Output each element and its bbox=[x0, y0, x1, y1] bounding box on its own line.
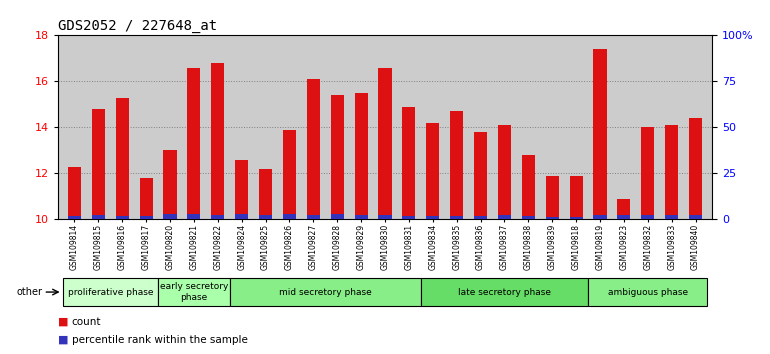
Bar bbox=[229, 278, 421, 306]
Bar bbox=[421, 278, 588, 306]
Text: count: count bbox=[72, 317, 101, 327]
Bar bbox=[474, 132, 487, 219]
Text: other: other bbox=[16, 287, 42, 297]
Bar bbox=[283, 215, 296, 219]
Bar bbox=[283, 130, 296, 219]
Bar bbox=[378, 215, 392, 219]
Bar bbox=[522, 216, 535, 219]
Bar bbox=[306, 215, 320, 219]
Bar bbox=[139, 216, 152, 219]
Bar bbox=[689, 215, 702, 219]
Bar bbox=[450, 216, 464, 219]
Bar bbox=[259, 169, 272, 219]
Text: percentile rank within the sample: percentile rank within the sample bbox=[72, 335, 247, 345]
Text: mid secretory phase: mid secretory phase bbox=[279, 287, 372, 297]
Bar bbox=[450, 111, 464, 219]
Text: early secretory
phase: early secretory phase bbox=[159, 282, 228, 302]
Bar bbox=[594, 49, 607, 219]
Bar bbox=[187, 68, 200, 219]
Bar bbox=[546, 217, 559, 219]
Bar bbox=[689, 118, 702, 219]
Bar bbox=[68, 216, 81, 219]
Bar bbox=[641, 215, 654, 219]
Bar bbox=[474, 216, 487, 219]
Bar bbox=[163, 215, 176, 219]
Bar bbox=[306, 79, 320, 219]
Bar bbox=[330, 215, 343, 219]
Bar bbox=[92, 109, 105, 219]
Bar bbox=[618, 215, 631, 219]
Bar bbox=[427, 216, 440, 219]
Bar bbox=[62, 278, 158, 306]
Bar bbox=[665, 215, 678, 219]
Text: late secretory phase: late secretory phase bbox=[458, 287, 551, 297]
Bar bbox=[116, 216, 129, 219]
Text: ambiguous phase: ambiguous phase bbox=[608, 287, 688, 297]
Bar bbox=[641, 127, 654, 219]
Bar bbox=[116, 97, 129, 219]
Text: proliferative phase: proliferative phase bbox=[68, 287, 153, 297]
Bar bbox=[618, 199, 631, 219]
Bar bbox=[427, 123, 440, 219]
Bar bbox=[330, 95, 343, 219]
Bar bbox=[139, 178, 152, 219]
Bar bbox=[259, 215, 272, 219]
Bar bbox=[158, 278, 229, 306]
Bar bbox=[354, 93, 368, 219]
Bar bbox=[665, 125, 678, 219]
Text: ■: ■ bbox=[58, 317, 69, 327]
Bar bbox=[498, 125, 511, 219]
Text: GDS2052 / 227648_at: GDS2052 / 227648_at bbox=[58, 19, 217, 33]
Bar bbox=[68, 166, 81, 219]
Bar bbox=[588, 278, 708, 306]
Bar bbox=[570, 176, 583, 219]
Bar bbox=[378, 68, 392, 219]
Bar bbox=[402, 216, 416, 219]
Bar bbox=[235, 215, 248, 219]
Bar bbox=[92, 215, 105, 219]
Bar bbox=[546, 176, 559, 219]
Bar bbox=[163, 150, 176, 219]
Bar bbox=[211, 63, 224, 219]
Bar bbox=[522, 155, 535, 219]
Text: ■: ■ bbox=[58, 335, 69, 345]
Bar bbox=[498, 215, 511, 219]
Bar bbox=[570, 217, 583, 219]
Bar bbox=[235, 160, 248, 219]
Bar bbox=[402, 107, 416, 219]
Bar bbox=[211, 215, 224, 219]
Bar bbox=[187, 215, 200, 219]
Bar bbox=[354, 215, 368, 219]
Bar bbox=[594, 215, 607, 219]
